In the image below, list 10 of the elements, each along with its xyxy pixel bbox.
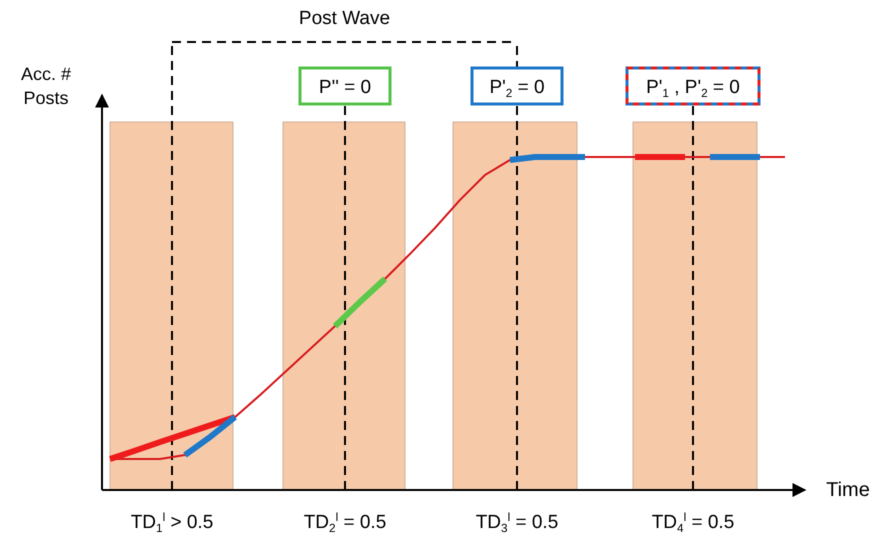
text: TD$_{2}$$^{l}$ = 0.5	[304, 510, 386, 535]
text: TD$_{4}$$^{l}$ = 0.5	[652, 510, 734, 535]
text: TD$_{3}$$^{l}$ = 0.5	[476, 510, 558, 535]
text: P'' = 0	[318, 77, 372, 98]
y-axis-title: Acc. # Posts	[20, 64, 72, 108]
text: P'$_{2}$ = 0	[489, 77, 545, 100]
text: Post Wave	[298, 8, 390, 29]
text: TD$_{1}$$^{l}$ > 0.5	[130, 510, 214, 535]
x-axis-title: Time	[826, 479, 870, 501]
text: P'$_{1}$ , P'$_{2}$ = 0	[646, 77, 740, 100]
